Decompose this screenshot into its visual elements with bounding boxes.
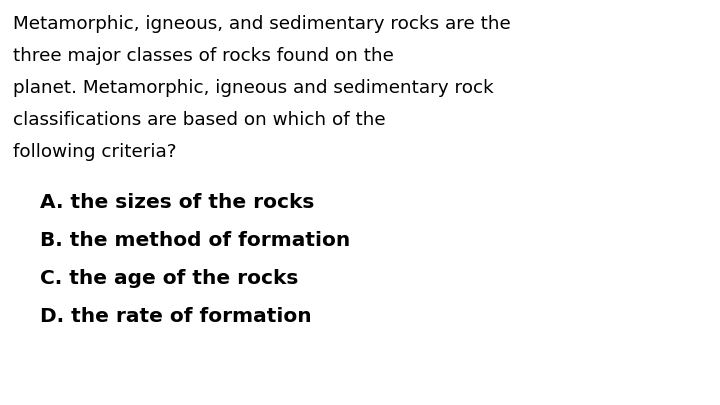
Text: following criteria?: following criteria? xyxy=(13,143,176,161)
Text: Metamorphic, igneous, and sedimentary rocks are the: Metamorphic, igneous, and sedimentary ro… xyxy=(13,15,510,33)
Text: planet. Metamorphic, igneous and sedimentary rock: planet. Metamorphic, igneous and sedimen… xyxy=(13,79,494,97)
Text: A. the sizes of the rocks: A. the sizes of the rocks xyxy=(40,193,315,212)
Text: three major classes of rocks found on the: three major classes of rocks found on th… xyxy=(13,47,394,65)
Text: classifications are based on which of the: classifications are based on which of th… xyxy=(13,111,386,129)
Text: C. the age of the rocks: C. the age of the rocks xyxy=(40,269,298,288)
Text: D. the rate of formation: D. the rate of formation xyxy=(40,307,312,326)
Text: B. the method of formation: B. the method of formation xyxy=(40,231,350,250)
